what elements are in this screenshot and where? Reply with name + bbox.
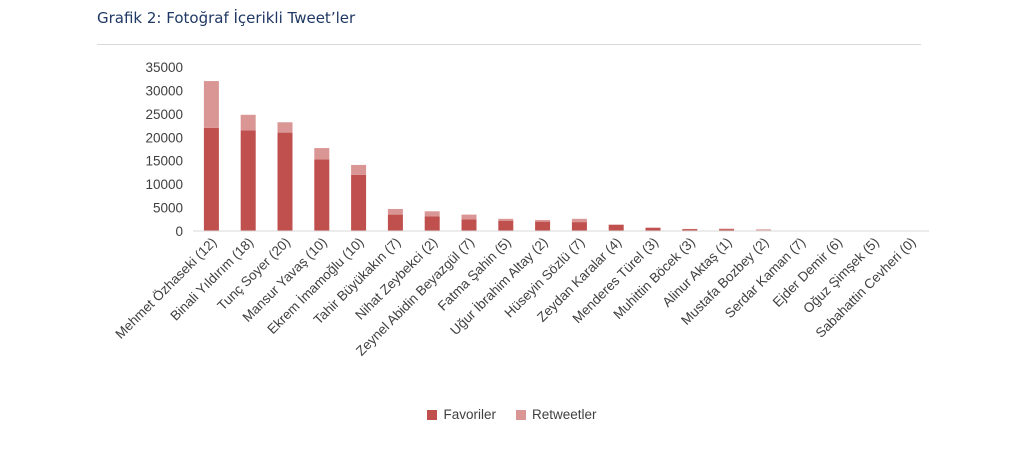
bar-favoriler	[571, 222, 587, 231]
legend-item-retweetler: Retweetler	[515, 407, 597, 422]
legend-label-favoriler: Favoriler	[443, 407, 496, 422]
bar-favoriler	[424, 216, 440, 231]
y-tick-label: 30000	[145, 83, 183, 98]
bar-retweetler	[277, 122, 293, 133]
bar-retweetler	[240, 114, 256, 131]
legend-swatch-retweetler	[515, 409, 526, 420]
bar-retweetler	[424, 211, 440, 217]
bar-favoriler	[645, 227, 661, 231]
bar-favoriler	[719, 229, 735, 231]
bar-retweetler	[387, 208, 403, 215]
bars	[203, 81, 771, 231]
bar-favoriler	[387, 214, 403, 231]
bar-favoriler	[461, 219, 477, 231]
y-tick-label: 0	[175, 224, 183, 239]
y-tick-label: 25000	[145, 107, 183, 122]
y-tick-label: 5000	[153, 201, 183, 216]
y-tick-label: 20000	[145, 130, 183, 145]
bar-favoriler	[351, 174, 367, 231]
bar-retweetler	[498, 218, 514, 221]
bar-favoriler	[608, 224, 624, 231]
legend-swatch-favoriler	[427, 409, 438, 420]
bar-favoriler	[203, 127, 219, 231]
bar-retweetler	[203, 81, 219, 128]
y-tick-label: 15000	[145, 154, 183, 169]
bar-retweetler	[314, 148, 330, 160]
legend-label-retweetler: Retweetler	[531, 407, 597, 422]
legend-item-favoriler: Favoriler	[427, 407, 496, 422]
y-tick-label: 10000	[145, 177, 183, 192]
bar-favoriler	[498, 220, 514, 231]
bar-retweetler	[571, 218, 587, 223]
y-axis: 35000 30000 25000 20000 15000 10000 5000 0	[145, 60, 183, 239]
bar-favoriler	[277, 132, 293, 231]
bar-favoriler	[314, 159, 330, 231]
title-divider	[97, 44, 921, 45]
bar-retweetler	[351, 164, 367, 175]
bar-retweetler	[535, 219, 551, 222]
bar-retweetler	[755, 229, 771, 231]
chart-title: Grafik 2: Fotoğraf İçerikli Tweet’ler	[97, 9, 356, 27]
bar-retweetler	[461, 214, 477, 220]
bar-favoriler	[535, 221, 551, 231]
bar-favoriler	[240, 130, 256, 231]
y-tick-label: 35000	[145, 60, 183, 75]
x-axis-labels: Mehmet Özhaseki (12)Binali Yıldırım (18)…	[112, 235, 918, 359]
bar-favoriler	[682, 229, 698, 231]
legend: Favoriler Retweetler	[0, 407, 1024, 422]
